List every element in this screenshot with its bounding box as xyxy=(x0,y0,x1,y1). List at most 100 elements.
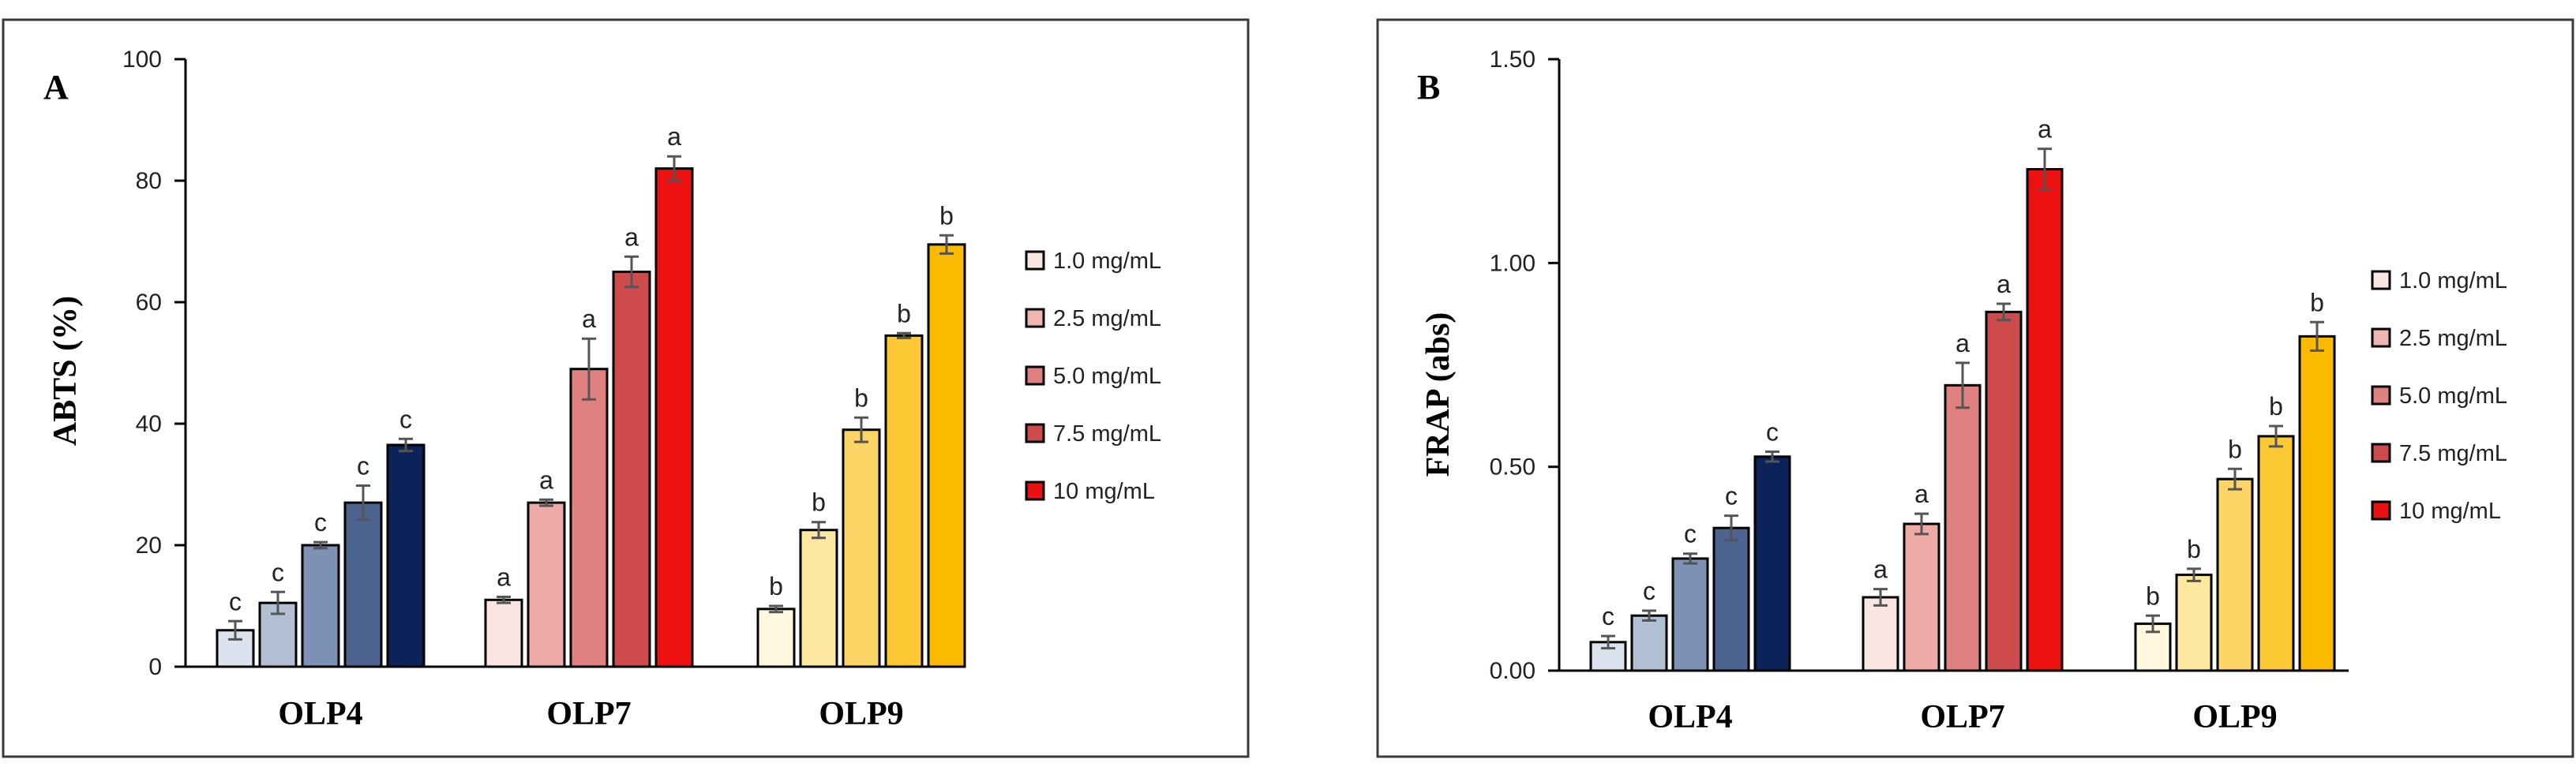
panel-b-significance-label: c xyxy=(1684,520,1697,548)
panel-b-legend-label: 7.5 mg/mL xyxy=(2399,441,2507,466)
panel-a-error-bar xyxy=(582,337,596,401)
panel-a-bar-olp7-3 xyxy=(612,271,651,668)
panel-a-significance-label: a xyxy=(667,122,681,151)
panel-b-categories: OLP4 OLP7 OLP9 xyxy=(1648,699,2277,735)
panel-b-error-bar xyxy=(2038,148,2052,191)
panel-b-bar-olp4-0 xyxy=(1589,641,1627,672)
panel-a-significance-label: c xyxy=(314,508,327,537)
panel-a-error-bar xyxy=(539,498,553,507)
panel-b-bar-olp9-1 xyxy=(2175,574,2213,672)
panel-b-bar-olp4-2 xyxy=(1671,557,1709,672)
panel-b-bar-olp4-4 xyxy=(1753,455,1791,672)
panel-a-error-bar xyxy=(769,604,783,614)
panel-b: B FRAP (abs) 0.000.501.001.50 cccccaaaaa… xyxy=(1376,18,2574,758)
panel-a-error-bar xyxy=(271,590,285,615)
panel-b-bar-olp4-3 xyxy=(1712,526,1750,672)
panel-b-significance-label: a xyxy=(2038,115,2052,144)
panel-b-category-label: OLP4 xyxy=(1648,699,1732,735)
panel-a-y-tick-label: 40 xyxy=(136,411,162,437)
panel-b-error-bar xyxy=(1642,609,1656,622)
panel-b-bar-olp4-1 xyxy=(1630,614,1668,672)
panel-a-error-bar xyxy=(399,437,413,453)
panel-b-significance-label: b xyxy=(2310,288,2324,316)
panel-b-legend: 1.0 mg/mL 2.5 mg/mL 5.0 mg/mL 7.5 mg/mL 10 m… xyxy=(2371,268,2507,524)
panel-b-y-tick-label: 0.50 xyxy=(1490,454,1535,480)
panel-b-bar-olp9-4 xyxy=(2298,335,2336,672)
panel-b-legend-label: 5.0 mg/mL xyxy=(2399,383,2507,409)
panel-b-error-bar xyxy=(2146,614,2160,634)
panel-b-legend-swatch xyxy=(2371,270,2391,290)
panel-a-legend-swatch xyxy=(1025,308,1045,328)
panel-b-bar-olp7-3 xyxy=(1985,310,2023,672)
panel-b-bar-olp7-2 xyxy=(1944,383,1982,672)
panel-a-significance-label: a xyxy=(539,466,553,494)
panel-a-significance-label: b xyxy=(769,572,783,600)
panel-b-error-bar xyxy=(2269,424,2283,448)
panel-b-error-bar xyxy=(1955,361,1970,409)
panel-a-legend-label: 10 mg/mL xyxy=(1053,479,1155,504)
panel-a-error-bar xyxy=(356,484,370,522)
panel-b-error-bar xyxy=(2310,320,2324,352)
panel-b-legend-swatch xyxy=(2371,500,2391,521)
panel-b-significance-label: b xyxy=(2269,392,2283,421)
panel-b-bar-olp7-1 xyxy=(1903,522,1940,672)
panel-b-significance-label: b xyxy=(2228,435,2242,463)
panel-a-error-bar xyxy=(897,331,911,339)
panel-a-error-bar xyxy=(624,255,639,289)
panel-a-category-label: OLP7 xyxy=(546,696,631,732)
panel-a-bar-olp9-1 xyxy=(799,529,838,668)
panel-b-significance-label: a xyxy=(1997,270,2011,298)
panel-b-significance-label: c xyxy=(1725,482,1738,510)
panel-a-y-tick-label: 100 xyxy=(122,47,162,73)
panel-a-bar-olp9-2 xyxy=(842,428,881,668)
panel-b-legend-swatch xyxy=(2371,443,2391,463)
panel-b-legend-label: 10 mg/mL xyxy=(2399,499,2501,524)
panel-b-y-tick-label: 1.50 xyxy=(1490,47,1535,73)
panel-b-error-bar xyxy=(2228,467,2242,491)
panel-a-error-bar xyxy=(228,619,242,641)
panel-a-legend-swatch xyxy=(1025,365,1045,386)
panel-a-y-axis-title: ABTS (%) xyxy=(47,296,84,446)
panel-a-letter: A xyxy=(43,68,69,107)
panel-b-category-label: OLP7 xyxy=(1920,699,2004,735)
panel-b-bar-olp7-4 xyxy=(2026,168,2064,672)
panel-a-bar-olp4-3 xyxy=(343,501,383,668)
panel-b-y-tick-label: 0.00 xyxy=(1490,658,1535,684)
panel-b-bar-olp9-3 xyxy=(2257,435,2295,672)
panel-a-bar-olp4-2 xyxy=(301,544,340,668)
panel-a-legend-swatch xyxy=(1025,480,1045,501)
panel-a-bar-olp9-3 xyxy=(884,334,924,668)
panel-b-error-bar xyxy=(1765,451,1779,463)
panel-b-legend-label: 2.5 mg/mL xyxy=(2399,326,2507,351)
panel-a-significance-label: a xyxy=(497,563,511,591)
panel-b-significance-label: a xyxy=(1955,329,1970,357)
panel-a-bar-olp4-4 xyxy=(386,443,426,668)
panel-b-category-label: OLP9 xyxy=(2192,699,2277,735)
panel-a-category-label: OLP9 xyxy=(819,696,903,732)
panel-a-legend-swatch xyxy=(1025,250,1045,271)
panel-a-legend: 1.0 mg/mL 2.5 mg/mL 5.0 mg/mL 7.5 mg/mL 10 m… xyxy=(1025,249,1161,504)
panel-a-bar-olp7-4 xyxy=(654,167,694,668)
panel-b-error-bar xyxy=(1724,514,1738,542)
panel-a-legend-swatch xyxy=(1025,423,1045,443)
panel-a-y-tick-label: 80 xyxy=(136,168,162,194)
panel-b-letter: B xyxy=(1417,68,1440,107)
panel-b-significance-label: b xyxy=(2187,535,2201,563)
panel-b-legend-swatch xyxy=(2371,385,2391,406)
panel-a-significance-label: c xyxy=(272,558,284,586)
panel-a-significance-label: a xyxy=(624,222,639,251)
panel-a-error-bar xyxy=(939,234,954,255)
panel-b-significance-label: a xyxy=(1914,480,1929,508)
panel-a-category-label: OLP4 xyxy=(278,696,362,732)
panel-a-legend-label: 1.0 mg/mL xyxy=(1053,249,1161,274)
panel-b-legend-swatch xyxy=(2371,327,2391,348)
panel-b-bar-olp9-2 xyxy=(2216,477,2254,672)
panel-b-y-axis-title: FRAP (abs) xyxy=(1420,312,1457,477)
panel-a-error-bar xyxy=(812,521,826,540)
panel-b-significance-label: c xyxy=(1766,418,1779,447)
panel-b-error-bar xyxy=(1997,302,2011,322)
panel-a-significance-label: c xyxy=(229,587,242,615)
